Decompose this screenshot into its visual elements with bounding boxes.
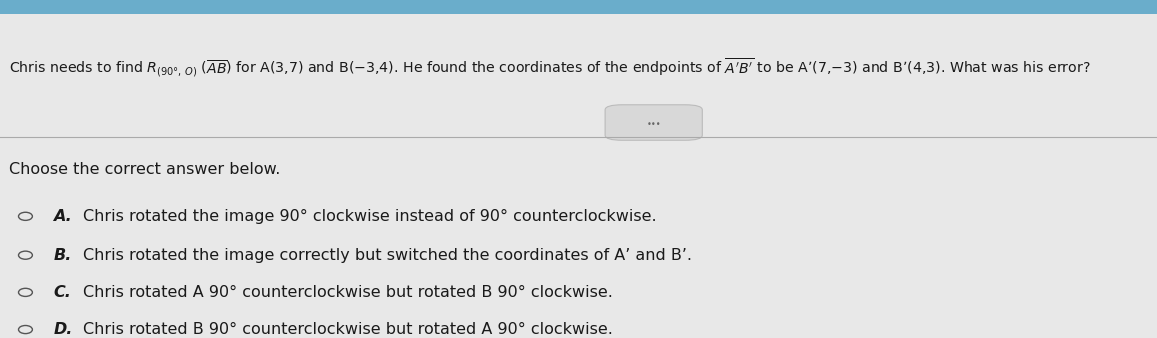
Text: Chris needs to find $R_{(90°,\,O)}$ $(\overline{AB})$ for A(3,7) and B(−3,4). He: Chris needs to find $R_{(90°,\,O)}$ $(\o… <box>9 56 1091 79</box>
Text: •••: ••• <box>647 120 661 128</box>
Text: Chris rotated the image correctly but switched the coordinates of A’ and B’.: Chris rotated the image correctly but sw… <box>83 248 692 263</box>
Text: B.: B. <box>53 248 72 263</box>
Text: Chris rotated A 90° counterclockwise but rotated B 90° clockwise.: Chris rotated A 90° counterclockwise but… <box>83 285 613 300</box>
Text: A.: A. <box>53 209 72 224</box>
Text: Chris rotated the image 90° clockwise instead of 90° counterclockwise.: Chris rotated the image 90° clockwise in… <box>83 209 657 224</box>
Text: Choose the correct answer below.: Choose the correct answer below. <box>9 162 281 176</box>
FancyBboxPatch shape <box>0 0 1157 14</box>
Text: C.: C. <box>53 285 71 300</box>
FancyBboxPatch shape <box>605 105 702 140</box>
Text: D.: D. <box>53 322 73 337</box>
Text: Chris rotated B 90° counterclockwise but rotated A 90° clockwise.: Chris rotated B 90° counterclockwise but… <box>83 322 613 337</box>
